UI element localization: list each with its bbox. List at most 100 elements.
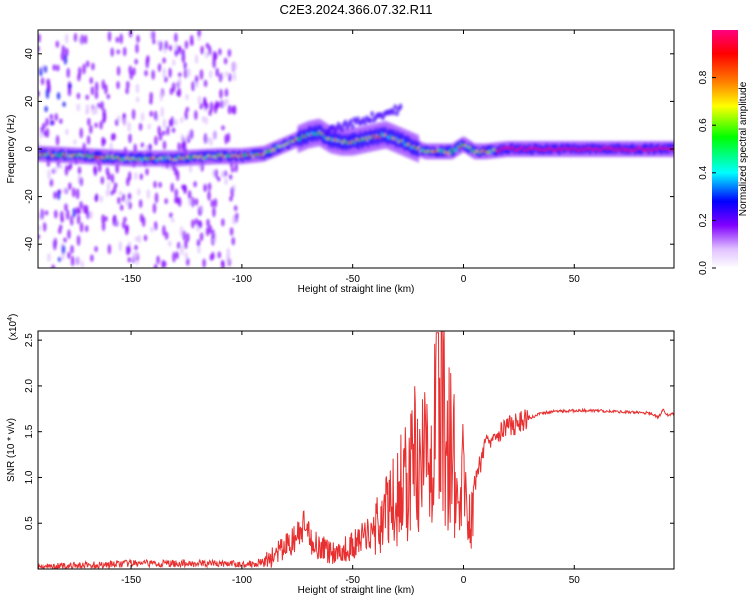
spectrogram-cell [80, 260, 85, 268]
spectrogram-cell [94, 122, 98, 128]
spectrogram-cell [227, 104, 232, 115]
spectrogram-y-tick-label: 0 [24, 146, 35, 152]
spectrogram-cell [53, 239, 57, 251]
spectrogram-cell [100, 100, 104, 111]
spectrogram-cell [140, 112, 145, 122]
spectrogram-cell [62, 101, 66, 107]
spectrogram-cell [225, 71, 229, 78]
spectrogram-cell [153, 110, 158, 121]
spectrogram-cell [71, 187, 76, 198]
spectrogram-cell [183, 239, 188, 250]
spectrogram-cell [184, 110, 188, 120]
snr-x-tick-label: -150 [121, 575, 141, 586]
spectrogram-cell [184, 251, 189, 260]
figure-title: C2E3.2024.366.07.32.R11 [280, 2, 433, 17]
spectrogram-cell [135, 83, 140, 94]
spectrogram-cell [75, 206, 80, 215]
spectrogram-cell [220, 99, 224, 109]
spectrogram-cell [60, 51, 65, 61]
spectrogram-cell [116, 66, 121, 76]
spectrogram-cell [43, 65, 48, 73]
spectrogram-x-label: Height of straight line (km) [298, 284, 415, 295]
spectrogram-cell [40, 77, 45, 86]
spectrogram-cell [218, 72, 223, 83]
snr-x-ticks: -150 -100 -50 0 50 [121, 331, 580, 586]
spectrogram-y-tick-label: -20 [24, 189, 35, 204]
spectrogram-cell [140, 142, 145, 148]
spectrogram-cell [119, 33, 123, 45]
spectrogram-cell [212, 206, 216, 218]
spectrogram-cell [180, 133, 185, 142]
spectrogram-cell [136, 188, 141, 196]
spectrogram-cell [100, 176, 105, 185]
spectrogram-cell [115, 36, 120, 43]
spectrogram-cell [141, 216, 146, 228]
spectrogram-cell [85, 94, 89, 100]
spectrogram-cell [193, 181, 197, 188]
spectrogram-cell [46, 78, 50, 85]
spectrogram-cell [223, 99, 227, 108]
spectrogram-panel: -150 -100 -50 0 50 -40 -20 0 20 40 Height of str… [6, 29, 675, 295]
spectrogram-cell [168, 45, 173, 52]
spectrogram-cell [134, 236, 139, 242]
spectrogram-cell [214, 168, 219, 179]
spectrogram-cell [197, 95, 202, 105]
snr-y-label: SNR (10 * v/v) [6, 418, 17, 482]
spectrogram-cell [176, 90, 180, 97]
spectrogram-cell [177, 45, 181, 52]
spectrogram-cell [183, 61, 187, 70]
spectrogram-cell [64, 203, 68, 212]
spectrogram-cell [151, 69, 155, 80]
spectrogram-cell [116, 49, 121, 55]
spectrogram-cell [53, 191, 57, 199]
spectrogram-cell [76, 214, 81, 225]
spectrogram-cell [53, 166, 58, 174]
spectrogram-cell [194, 75, 199, 84]
spectrogram-x-tick-label: -100 [232, 274, 252, 285]
snr-y-ticks: 0.5 1.0 1.5 2.0 2.5 [24, 333, 674, 530]
spectrogram-cell [185, 93, 189, 101]
spectrogram-cell [162, 260, 167, 268]
spectrogram-cell [174, 49, 179, 57]
spectrogram-cell [233, 61, 237, 71]
spectrogram-cell [80, 34, 84, 45]
spectrogram-cell [221, 125, 225, 131]
spectrogram-cell [226, 248, 231, 254]
colorbar-tick-label: 0.0 [698, 261, 709, 275]
spectrogram-cell [162, 225, 166, 237]
spectrogram-cell [114, 118, 119, 127]
spectrogram-cell [45, 127, 50, 138]
spectrogram-cell [52, 64, 57, 71]
spectrogram-cell [110, 173, 115, 184]
spectrogram-cell [175, 170, 180, 182]
spectrogram-cell [56, 64, 60, 72]
spectrogram-cell [228, 174, 233, 180]
spectrogram-cell [93, 165, 97, 174]
spectrogram-cell [370, 110, 375, 117]
spectrogram-cell [149, 98, 153, 105]
spectrogram-cell [131, 108, 136, 120]
spectrogram-cell [147, 123, 152, 130]
spectrogram-cell [182, 230, 186, 241]
spectrogram-cell [225, 253, 230, 264]
spectrogram-cell [76, 256, 81, 265]
spectrogram-cell [190, 196, 195, 208]
spectrogram-cell [99, 120, 103, 130]
spectrogram-cell [102, 108, 106, 119]
spectrogram-cell [73, 32, 78, 42]
spectrogram-cell [204, 116, 208, 125]
spectrogram-cell [391, 109, 396, 116]
spectrogram-cell [38, 33, 41, 43]
spectrogram-cell [54, 113, 59, 121]
spectrogram-cell [228, 73, 232, 82]
spectrogram-cell [158, 40, 163, 52]
spectrogram-cell [185, 257, 190, 266]
spectrogram-y-ticks: -40 -20 0 20 40 [24, 48, 674, 251]
spectrogram-cell [151, 30, 156, 41]
spectrogram-cell [224, 88, 229, 98]
spectrogram-cell [199, 204, 204, 214]
spectrogram-cell [101, 79, 106, 90]
spectrogram-cell [368, 117, 373, 124]
spectrogram-cell [180, 116, 184, 124]
spectrogram-cell [76, 103, 81, 112]
